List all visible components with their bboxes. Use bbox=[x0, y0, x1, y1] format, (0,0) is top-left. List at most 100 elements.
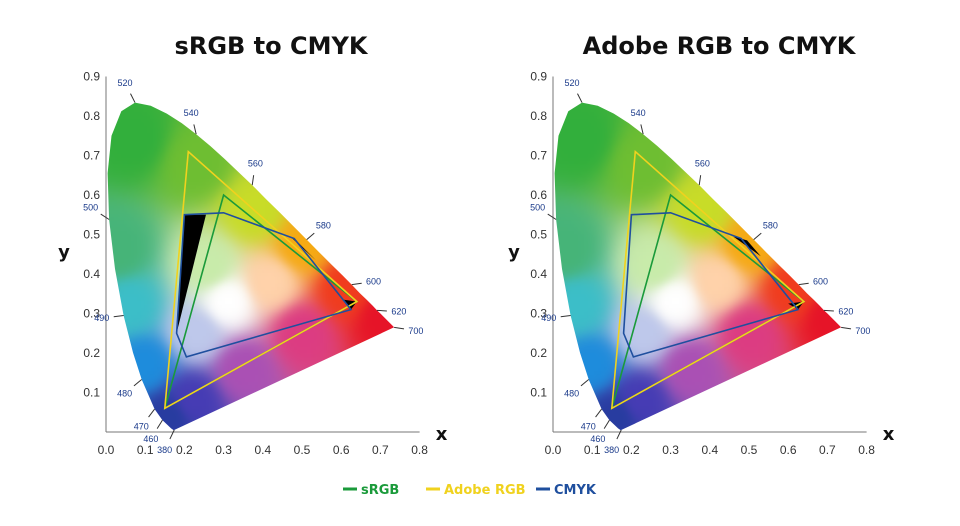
wavelength-tick bbox=[560, 314, 571, 318]
y-tick-label: 0.1 bbox=[530, 386, 547, 400]
y-tick-label: 0.2 bbox=[530, 346, 547, 360]
wavelength-tick bbox=[698, 175, 702, 186]
wavelength-tick bbox=[193, 124, 197, 135]
out-of-gamut-region bbox=[176, 214, 206, 334]
legend-label: sRGB bbox=[361, 483, 399, 498]
wavelength-label: 480 bbox=[117, 388, 132, 398]
wavelength-label: 620 bbox=[391, 307, 406, 317]
wavelength-tick bbox=[616, 429, 622, 440]
wavelength-tick bbox=[640, 124, 644, 135]
wavelength-tick bbox=[351, 282, 362, 286]
wavelength-label: 620 bbox=[838, 307, 853, 317]
chromaticity-diagram bbox=[107, 102, 395, 430]
x-tick-label: 0.5 bbox=[294, 443, 311, 457]
y-tick-label: 0.6 bbox=[530, 188, 547, 202]
chart-title: Adobe RGB to CMYK bbox=[583, 32, 857, 60]
y-tick-label: 0.4 bbox=[83, 267, 100, 281]
wavelength-label: 460 bbox=[590, 434, 605, 444]
wavelength-tick bbox=[100, 213, 110, 220]
wavelength-label: 580 bbox=[763, 220, 778, 230]
chart-panel-2: Adobe RGB to CMYK 0.0 0.1 0.2 0.3 0.4 0.5 0.6 0.… bbox=[508, 32, 895, 457]
wavelength-tick bbox=[148, 408, 156, 418]
wavelength-tick bbox=[753, 232, 762, 241]
wavelength-tick bbox=[376, 309, 387, 312]
gamut-adobe-rgb bbox=[610, 149, 806, 410]
wavelength-tick bbox=[577, 93, 583, 103]
x-tick-label: 0.2 bbox=[623, 443, 640, 457]
wavelength-tick bbox=[133, 379, 142, 387]
wavelength-tick bbox=[169, 429, 175, 440]
x-tick-label: 0.1 bbox=[137, 443, 154, 457]
y-tick-label: 0.5 bbox=[530, 228, 547, 242]
y-tick-label: 0.8 bbox=[83, 109, 100, 123]
wavelength-label: 560 bbox=[695, 158, 710, 168]
legend-label: Adobe RGB bbox=[444, 483, 526, 498]
legend: sRGB Adobe RGB CMYK bbox=[343, 483, 597, 498]
wavelength-label: 700 bbox=[855, 326, 870, 336]
x-tick-label: 0.3 bbox=[662, 443, 679, 457]
x-tick-label: 0.3 bbox=[215, 443, 232, 457]
y-tick-label: 0.9 bbox=[530, 70, 547, 84]
y-axis-label: y bbox=[58, 242, 70, 263]
x-tick-label: 0.1 bbox=[584, 443, 601, 457]
wavelength-label: 480 bbox=[564, 388, 579, 398]
chromaticity-diagram bbox=[554, 102, 842, 430]
y-tick-label: 0.2 bbox=[83, 346, 100, 360]
wavelength-tick bbox=[580, 379, 589, 387]
wavelength-tick bbox=[603, 419, 610, 429]
wavelength-tick bbox=[798, 282, 809, 286]
gamut-cmyk bbox=[622, 211, 800, 358]
wavelength-label: 470 bbox=[134, 422, 149, 432]
x-axis-label: x bbox=[883, 424, 895, 445]
wavelength-label: 490 bbox=[541, 313, 556, 323]
gamut-cmyk bbox=[175, 211, 353, 358]
wavelength-label: 520 bbox=[118, 78, 133, 88]
x-tick-label: 0.7 bbox=[819, 443, 836, 457]
y-tick-label: 0.7 bbox=[530, 149, 547, 163]
wavelength-tick bbox=[394, 326, 405, 330]
x-axis-label: x bbox=[436, 424, 448, 445]
wavelength-label: 490 bbox=[94, 313, 109, 323]
x-tick-label: 0.4 bbox=[701, 443, 718, 457]
x-tick-label: 0.6 bbox=[780, 443, 797, 457]
wavelength-tick bbox=[251, 175, 255, 186]
chart-panel-1: sRGB to CMYK 0.0 0.1 0.2 0.3 0.4 0.5 0.6 0.7 0.8 0… bbox=[58, 32, 448, 457]
x-tick-label: 0.2 bbox=[176, 443, 193, 457]
x-tick-label: 0.5 bbox=[741, 443, 758, 457]
y-tick-label: 0.1 bbox=[83, 386, 100, 400]
x-tick-label: 0.6 bbox=[333, 443, 350, 457]
wavelength-tick bbox=[306, 232, 315, 241]
y-tick-label: 0.5 bbox=[83, 228, 100, 242]
y-tick-label: 0.7 bbox=[83, 149, 100, 163]
y-tick-label: 0.6 bbox=[83, 188, 100, 202]
wavelength-tick bbox=[130, 93, 136, 103]
x-tick-label: 0.0 bbox=[98, 443, 115, 457]
wavelength-tick bbox=[156, 419, 163, 429]
y-tick-label: 0.9 bbox=[83, 70, 100, 84]
gamut-adobe-rgb bbox=[163, 149, 359, 410]
wavelength-tick bbox=[823, 309, 834, 312]
wavelength-label: 500 bbox=[83, 203, 98, 213]
y-tick-label: 0.3 bbox=[83, 307, 100, 321]
y-tick-label: 0.3 bbox=[530, 307, 547, 321]
x-tick-label: 0.0 bbox=[545, 443, 562, 457]
wavelength-label: 380 bbox=[157, 445, 172, 455]
wavelength-label: 460 bbox=[143, 434, 158, 444]
wavelength-label: 580 bbox=[316, 220, 331, 230]
chart-title: sRGB to CMYK bbox=[175, 32, 369, 60]
wavelength-label: 540 bbox=[631, 108, 646, 118]
y-tick-label: 0.4 bbox=[530, 267, 547, 281]
wavelength-tick bbox=[595, 408, 603, 418]
wavelength-label: 520 bbox=[565, 78, 580, 88]
wavelength-tick bbox=[113, 314, 124, 318]
x-tick-label: 0.8 bbox=[411, 443, 428, 457]
wavelength-label: 500 bbox=[530, 203, 545, 213]
wavelength-label: 600 bbox=[813, 277, 828, 287]
wavelength-label: 380 bbox=[604, 445, 619, 455]
wavelength-label: 600 bbox=[366, 277, 381, 287]
y-tick-label: 0.8 bbox=[530, 109, 547, 123]
legend-label: CMYK bbox=[554, 483, 597, 498]
x-tick-label: 0.8 bbox=[858, 443, 875, 457]
